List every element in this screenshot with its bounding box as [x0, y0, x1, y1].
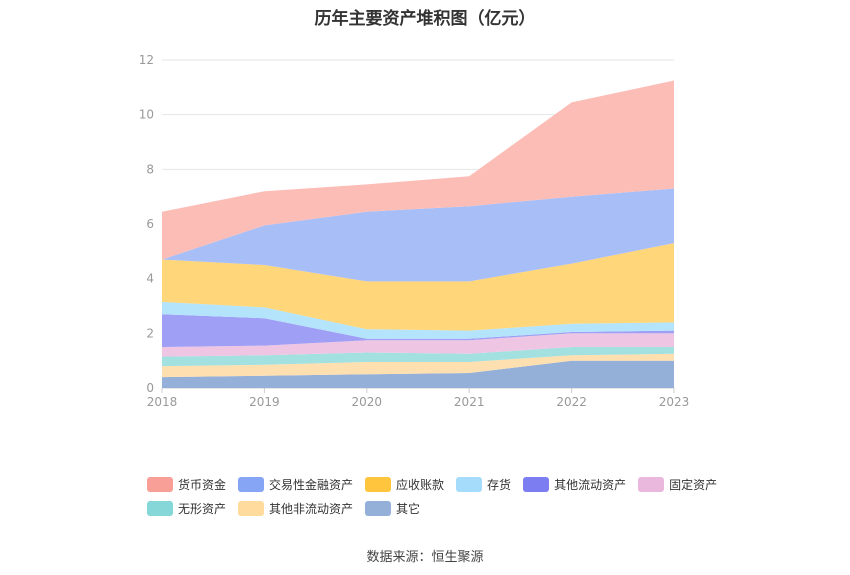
y-tick-label: 10 [139, 108, 154, 122]
legend-swatch [147, 476, 173, 492]
legend-item[interactable]: 应收账款 [365, 476, 444, 493]
legend-label: 应收账款 [396, 477, 445, 492]
y-tick-label: 2 [146, 326, 154, 340]
y-tick-label: 0 [146, 381, 154, 395]
y-tick-label: 6 [146, 217, 154, 231]
y-tick-label: 8 [146, 162, 154, 176]
area-无形资产[interactable] [162, 347, 674, 367]
axes: 0 2 4 6 8 10 12 2018 2019 2020 2021 2022 2023 [139, 53, 690, 409]
x-tick-label: 2022 [556, 395, 587, 409]
legend-label: 固定资产 [669, 477, 718, 492]
x-tick-label: 2021 [454, 395, 485, 409]
legend-swatch [523, 476, 550, 492]
area-交易性金融资产[interactable] [162, 188, 674, 282]
legend-item[interactable]: 其他非流动资产 [238, 500, 353, 517]
legend-item[interactable]: 货币资金 [147, 476, 226, 493]
x-tick-label: 2019 [249, 395, 280, 409]
area-其他流动资产[interactable] [162, 314, 674, 347]
legend-swatch [238, 476, 265, 492]
legend-label: 交易性金融资产 [269, 477, 354, 492]
area-series [162, 80, 674, 388]
legend-swatch [365, 476, 392, 492]
chart-title: 历年主要资产堆积图（亿元） [314, 9, 536, 29]
legend-item[interactable]: 存货 [456, 476, 511, 493]
area-存货[interactable] [162, 301, 674, 339]
y-tick-label: 4 [146, 272, 154, 286]
legend-item[interactable]: 其他流动资产 [523, 476, 626, 493]
area-货币资金[interactable] [162, 80, 674, 260]
stacked-area-chart: 0 2 4 6 8 10 12 2018 2019 2020 2021 2022 2023 [139, 53, 690, 409]
legend-swatch [638, 476, 665, 492]
legend-label: 其他流动资产 [554, 477, 627, 492]
area-其它[interactable] [162, 360, 674, 388]
x-tick-label: 2018 [147, 395, 178, 409]
area-固定资产[interactable] [162, 333, 674, 357]
y-tick-label: 12 [139, 53, 154, 67]
legend-item[interactable]: 交易性金融资产 [238, 476, 353, 493]
legend-swatch [365, 500, 392, 516]
legend-label: 货币资金 [178, 477, 227, 492]
x-tick-label: 2023 [659, 395, 690, 409]
legend-swatch [456, 476, 483, 492]
legend-label: 其它 [396, 501, 421, 516]
area-其他非流动资产[interactable] [162, 353, 674, 378]
legend-item[interactable]: 固定资产 [638, 476, 717, 493]
legend-swatch [238, 500, 265, 516]
x-tick-label: 2020 [352, 395, 383, 409]
legend-label: 存货 [487, 477, 512, 492]
legend-row: 货币资金 交易性金融资产 应收账款 存货 其他流动资产 固定资产 [147, 472, 737, 496]
legend-label: 无形资产 [178, 501, 227, 516]
legend-item[interactable]: 无形资产 [147, 500, 226, 517]
legend-label: 其他非流动资产 [269, 501, 354, 516]
source-note: 数据来源：恒生聚源 [366, 550, 484, 565]
legend-item[interactable]: 其它 [365, 500, 420, 517]
legend-swatch [147, 500, 173, 516]
area-应收账款[interactable] [162, 243, 674, 331]
legend: 货币资金 交易性金融资产 应收账款 存货 其他流动资产 固定资产 无形资产 其他非流动资产 其… [147, 472, 737, 520]
legend-row: 无形资产 其他非流动资产 其它 [147, 496, 737, 520]
